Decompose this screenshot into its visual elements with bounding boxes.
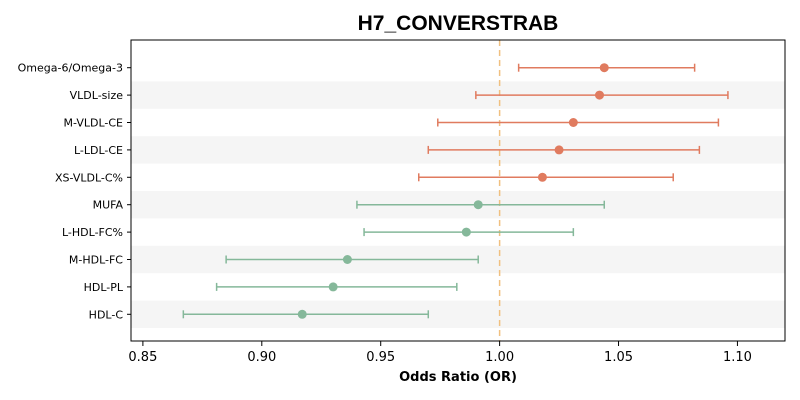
y-tick-label: L-LDL-CE [74,144,123,157]
y-tick-label: M-HDL-FC [69,254,123,267]
or-point [537,172,547,182]
row-hdl-pl [215,282,458,292]
x-tick-label: 1.00 [485,350,514,365]
row-mufa [356,200,606,210]
row-l-hdl-fc- [363,227,575,237]
row-m-hdl-fc [225,255,479,264]
or-point [599,63,609,73]
x-tick-label: 0.85 [128,350,157,365]
or-point [328,282,338,292]
row-xs-vldl-c- [418,172,674,182]
y-tick-label: MUFA [93,199,124,212]
x-axis-ticks: 0.85 0.90 0.95 1.00 1.05 1.10 [128,341,752,365]
row-hdl-c [182,309,430,319]
row-l-ldl-ce [427,145,701,155]
row-m-vldl-ce [437,118,720,127]
x-tick-label: 0.90 [247,350,276,365]
y-tick-label: L-HDL-FC% [62,226,123,239]
or-point [342,255,352,264]
x-axis-label: Odds Ratio (OR) [399,370,517,385]
or-point [568,118,578,127]
x-tick-label: 1.05 [604,350,633,365]
y-tick-label: Omega-6/Omega-3 [18,62,123,75]
row-vldl-size [475,90,729,100]
plot-frame [130,39,786,342]
y-tick-label: HDL-PL [84,281,124,294]
or-point [595,90,605,100]
y-tick-label: HDL-C [89,308,124,321]
or-point [554,145,564,155]
x-tick-label: 0.95 [366,350,395,365]
chart-title: H7_CONVERSTRAB [358,12,559,35]
row-omega-6-omega-3 [517,63,696,73]
or-point [297,309,307,319]
y-tick-label: XS-VLDL-C% [55,171,123,184]
y-tick-label: VLDL-size [70,89,124,102]
x-tick-label: 1.10 [723,350,752,365]
data-rows [182,63,729,319]
y-tick-label: M-VLDL-CE [64,117,124,130]
or-point [461,227,471,237]
or-point [473,200,483,210]
y-axis-ticks: Omega-6/Omega-3 VLDL-size M-VLDL-CE L-LDL-C… [18,62,131,321]
